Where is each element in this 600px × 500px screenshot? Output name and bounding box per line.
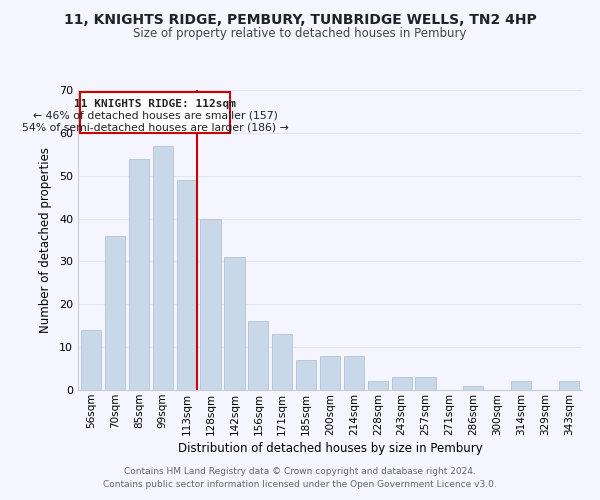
Bar: [200, 218, 221, 390]
Bar: [392, 377, 412, 390]
Bar: [224, 257, 245, 390]
Text: ← 46% of detached houses are smaller (157): ← 46% of detached houses are smaller (15…: [32, 110, 277, 120]
Bar: [463, 386, 484, 390]
Bar: [176, 180, 197, 390]
Bar: [344, 356, 364, 390]
Bar: [320, 356, 340, 390]
Bar: [415, 377, 436, 390]
Text: 54% of semi-detached houses are larger (186) →: 54% of semi-detached houses are larger (…: [22, 123, 289, 133]
Bar: [105, 236, 125, 390]
Bar: [272, 334, 292, 390]
Bar: [368, 382, 388, 390]
Text: Size of property relative to detached houses in Pembury: Size of property relative to detached ho…: [133, 28, 467, 40]
Text: Contains public sector information licensed under the Open Government Licence v3: Contains public sector information licen…: [103, 480, 497, 489]
Bar: [559, 382, 579, 390]
Bar: [248, 322, 268, 390]
X-axis label: Distribution of detached houses by size in Pembury: Distribution of detached houses by size …: [178, 442, 482, 455]
Bar: [81, 330, 101, 390]
Text: 11 KNIGHTS RIDGE: 112sqm: 11 KNIGHTS RIDGE: 112sqm: [74, 98, 236, 108]
Text: Contains HM Land Registry data © Crown copyright and database right 2024.: Contains HM Land Registry data © Crown c…: [124, 467, 476, 476]
Bar: [152, 146, 173, 390]
Bar: [511, 382, 531, 390]
FancyBboxPatch shape: [80, 92, 230, 133]
Y-axis label: Number of detached properties: Number of detached properties: [39, 147, 52, 333]
Text: 11, KNIGHTS RIDGE, PEMBURY, TUNBRIDGE WELLS, TN2 4HP: 11, KNIGHTS RIDGE, PEMBURY, TUNBRIDGE WE…: [64, 12, 536, 26]
Bar: [129, 158, 149, 390]
Bar: [296, 360, 316, 390]
